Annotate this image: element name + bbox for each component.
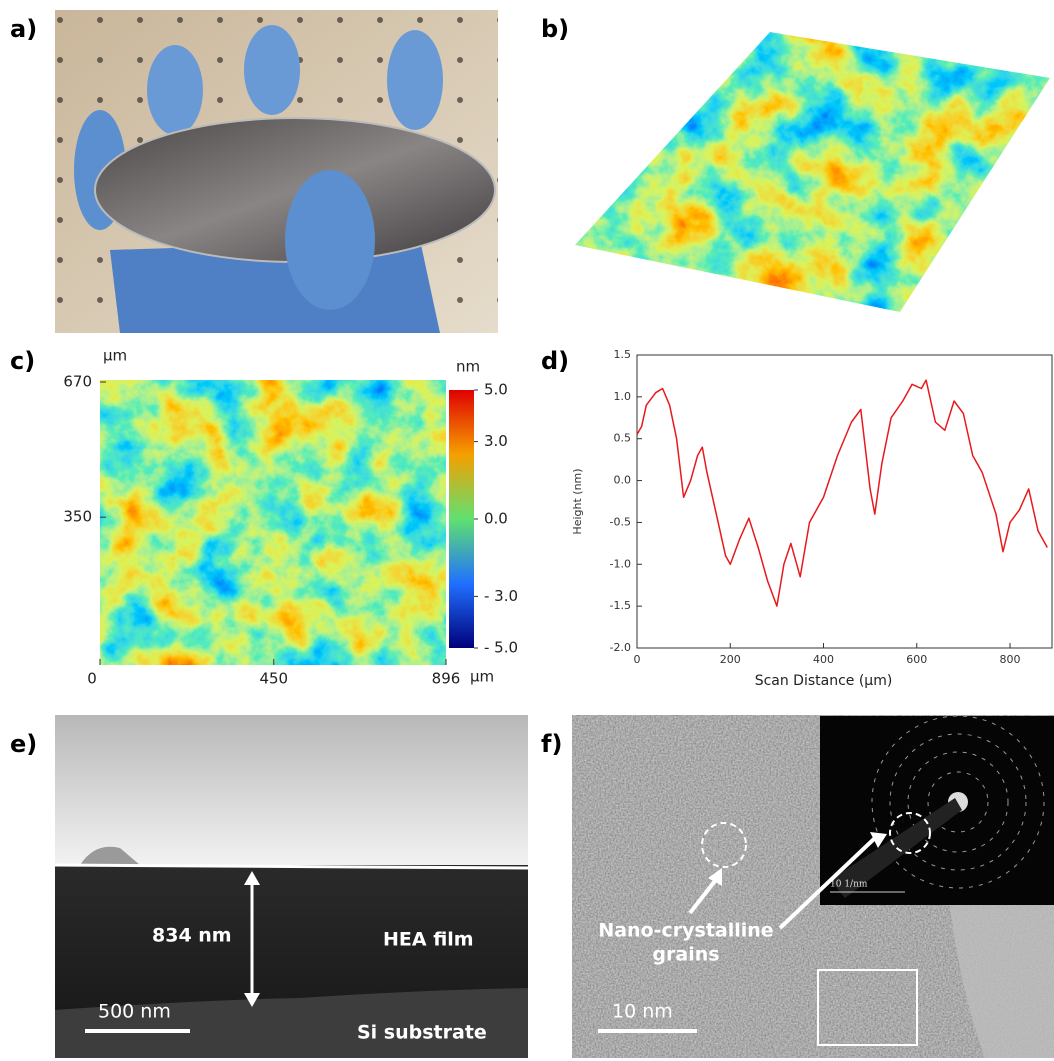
colorbar bbox=[449, 390, 474, 648]
y-tick-label: 670 bbox=[63, 373, 92, 391]
panel-label: e) bbox=[10, 730, 37, 758]
y-unit: µm bbox=[103, 347, 127, 365]
colorbar-tick-label: 5.0 bbox=[484, 381, 508, 399]
panel-label: c) bbox=[10, 347, 35, 375]
panel-label: b) bbox=[541, 15, 569, 43]
data-line bbox=[637, 380, 1047, 606]
film-label: HEA film bbox=[383, 929, 474, 951]
y-tick-label: 0.5 bbox=[614, 432, 632, 445]
panel-c: c) µm nm µm 0 450 896 350 670 5.0 3.0 0.0 - 3.0 -… bbox=[10, 347, 518, 688]
glove-finger bbox=[147, 45, 203, 135]
y-tick-label: 350 bbox=[63, 508, 92, 526]
x-tick-label: 200 bbox=[720, 653, 741, 666]
x-tick-label: 896 bbox=[432, 670, 461, 688]
y-tick-label: -1.5 bbox=[610, 599, 631, 612]
panel-label: d) bbox=[541, 347, 569, 375]
colorbar-unit: nm bbox=[456, 358, 480, 376]
x-tick-label: 450 bbox=[259, 670, 288, 688]
afm-surface bbox=[575, 32, 1050, 312]
x-tick-label: 400 bbox=[813, 653, 834, 666]
panel-f: 10 1/nm f) Nano-crystalline grains 10 nm bbox=[541, 715, 1054, 1058]
glove-finger bbox=[244, 25, 300, 115]
y-tick-label: -0.5 bbox=[610, 515, 631, 528]
panel-a: a) bbox=[10, 10, 498, 333]
substrate-label: Si substrate bbox=[357, 1022, 487, 1044]
panel-b: b) bbox=[541, 15, 1050, 312]
x-tick-label: 0 bbox=[634, 653, 641, 666]
inset-scale-label: 10 1/nm bbox=[830, 880, 868, 890]
y-axis-label: Height (nm) bbox=[571, 468, 584, 534]
colorbar-tick-label: - 3.0 bbox=[484, 587, 518, 605]
y-tick-label: 1.0 bbox=[614, 390, 632, 403]
x-unit: µm bbox=[470, 668, 494, 686]
glove-finger bbox=[387, 30, 443, 130]
y-tick-label: 0.0 bbox=[614, 474, 632, 487]
glove-thumb bbox=[285, 170, 375, 310]
y-tick-label: 1.5 bbox=[614, 348, 632, 361]
sem-background bbox=[55, 715, 528, 865]
figure: a) b) c) µm nm µm 0 450 896 350 670 5.0 3.0 0.0… bbox=[0, 0, 1054, 1061]
thickness-label: 834 nm bbox=[152, 925, 232, 947]
y-tick-label: -1.0 bbox=[610, 557, 631, 570]
panel-d: d) 0 200 400 600 800 -2.0 -1.5 -1.0 -0.5 0.0 0.5 1.… bbox=[541, 347, 1052, 689]
panel-e: e) 834 nm HEA film 500 nm Si substrate bbox=[10, 715, 528, 1058]
scale-label: 500 nm bbox=[98, 1001, 171, 1023]
afm-map bbox=[100, 380, 446, 665]
colorbar-tick-label: - 5.0 bbox=[484, 639, 518, 657]
x-tick-label: 0 bbox=[87, 670, 97, 688]
x-axis-label: Scan Distance (µm) bbox=[755, 673, 893, 689]
annotation: Nano-crystalline bbox=[598, 920, 773, 942]
panel-label: a) bbox=[10, 15, 37, 43]
colorbar-tick-label: 3.0 bbox=[484, 432, 508, 450]
x-tick-label: 800 bbox=[1000, 653, 1021, 666]
y-tick-label: -2.0 bbox=[610, 641, 631, 654]
panel-label: f) bbox=[541, 730, 562, 758]
colorbar-tick-label: 0.0 bbox=[484, 510, 508, 528]
scale-label: 10 nm bbox=[612, 1001, 673, 1023]
plot-frame bbox=[637, 355, 1052, 648]
x-tick-label: 600 bbox=[906, 653, 927, 666]
annotation: grains bbox=[652, 944, 719, 966]
